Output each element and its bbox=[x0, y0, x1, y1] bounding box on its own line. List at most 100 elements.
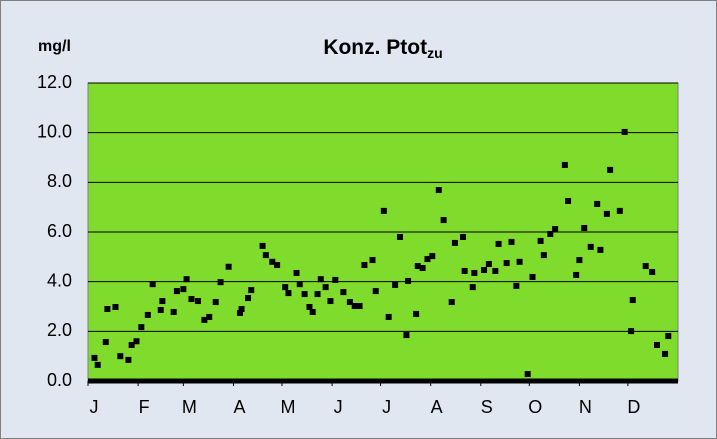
data-point bbox=[495, 240, 502, 247]
x-tick-label: N bbox=[579, 397, 592, 417]
data-point bbox=[594, 200, 601, 207]
data-point bbox=[429, 253, 436, 260]
data-point bbox=[649, 268, 656, 275]
data-point bbox=[104, 305, 111, 312]
data-point bbox=[565, 197, 572, 204]
data-point bbox=[125, 356, 132, 363]
data-point bbox=[248, 287, 255, 294]
data-point bbox=[317, 276, 324, 283]
data-point bbox=[396, 233, 403, 240]
data-point bbox=[603, 210, 610, 217]
data-point bbox=[217, 279, 224, 286]
data-point bbox=[170, 308, 177, 315]
data-point bbox=[173, 288, 180, 295]
data-point bbox=[451, 239, 458, 246]
data-point bbox=[102, 339, 109, 346]
data-point bbox=[573, 271, 580, 278]
data-point bbox=[361, 262, 368, 269]
data-point bbox=[293, 269, 300, 276]
x-tick-label: O bbox=[528, 397, 542, 417]
data-point bbox=[112, 303, 119, 310]
data-point bbox=[581, 225, 588, 232]
data-point bbox=[653, 341, 660, 348]
data-point bbox=[524, 371, 531, 378]
data-point bbox=[332, 276, 339, 283]
data-point bbox=[369, 257, 376, 264]
data-point bbox=[448, 299, 455, 306]
data-point bbox=[212, 299, 219, 306]
data-point bbox=[419, 265, 426, 272]
data-point bbox=[380, 207, 387, 214]
data-point bbox=[576, 257, 583, 264]
data-point bbox=[201, 316, 208, 323]
data-point bbox=[285, 290, 292, 297]
data-point bbox=[665, 333, 672, 340]
y-tick-label: 2.0 bbox=[47, 320, 72, 340]
data-point bbox=[94, 361, 101, 368]
data-point bbox=[485, 261, 492, 268]
data-point bbox=[138, 324, 145, 331]
data-point bbox=[461, 267, 468, 274]
data-point bbox=[440, 217, 447, 224]
data-point bbox=[469, 284, 476, 291]
data-point bbox=[414, 263, 421, 270]
data-point bbox=[322, 284, 329, 291]
data-point bbox=[481, 266, 488, 273]
data-point bbox=[149, 281, 156, 288]
data-point bbox=[236, 309, 243, 316]
data-point bbox=[503, 260, 510, 267]
data-point bbox=[351, 303, 358, 310]
y-tick-label: 6.0 bbox=[47, 221, 72, 241]
data-point bbox=[628, 328, 635, 335]
data-point bbox=[238, 305, 245, 312]
data-point bbox=[159, 298, 166, 305]
data-point bbox=[629, 297, 636, 304]
data-point bbox=[508, 238, 515, 245]
data-point bbox=[133, 338, 140, 345]
data-point bbox=[301, 291, 308, 298]
y-tick-label: 8.0 bbox=[47, 171, 72, 191]
data-point bbox=[157, 306, 164, 313]
data-point bbox=[314, 291, 321, 298]
y-tick-label: 10.0 bbox=[37, 121, 72, 141]
data-point bbox=[492, 267, 499, 274]
data-point bbox=[516, 258, 523, 265]
x-tick-label: M bbox=[280, 397, 295, 417]
title-subscript: zu bbox=[427, 45, 443, 61]
data-point bbox=[597, 246, 604, 253]
data-point bbox=[259, 242, 266, 249]
data-point bbox=[405, 277, 412, 284]
data-point bbox=[392, 281, 399, 288]
data-point bbox=[309, 308, 316, 315]
chart-title: Konz. Ptotzu bbox=[323, 36, 442, 61]
data-point bbox=[117, 353, 124, 360]
data-point bbox=[144, 311, 151, 318]
x-tick-label: S bbox=[481, 397, 493, 417]
data-point bbox=[435, 187, 442, 194]
y-tick-label: 12.0 bbox=[37, 72, 72, 92]
x-tick-label: A bbox=[233, 397, 245, 417]
data-point bbox=[662, 350, 669, 357]
x-tick-label: J bbox=[334, 397, 343, 417]
data-point bbox=[327, 298, 334, 305]
data-point bbox=[372, 288, 379, 295]
x-tick-label: A bbox=[431, 397, 443, 417]
data-point bbox=[540, 252, 547, 259]
y-axis-label: mg/l bbox=[38, 38, 71, 55]
y-tick-label: 4.0 bbox=[47, 270, 72, 290]
data-point bbox=[262, 252, 269, 259]
data-point bbox=[413, 310, 420, 317]
data-point bbox=[188, 296, 195, 303]
data-point bbox=[128, 341, 135, 348]
data-point bbox=[587, 243, 594, 250]
x-tick-label: D bbox=[627, 397, 640, 417]
y-tick-label: 0.0 bbox=[47, 370, 72, 390]
x-tick-label: F bbox=[139, 397, 150, 417]
data-point bbox=[642, 263, 649, 270]
data-point bbox=[471, 269, 478, 276]
data-point bbox=[616, 207, 623, 214]
data-point bbox=[306, 303, 313, 310]
data-point bbox=[282, 284, 289, 291]
title-main: Konz. Ptot bbox=[323, 36, 427, 59]
data-point bbox=[296, 281, 303, 288]
